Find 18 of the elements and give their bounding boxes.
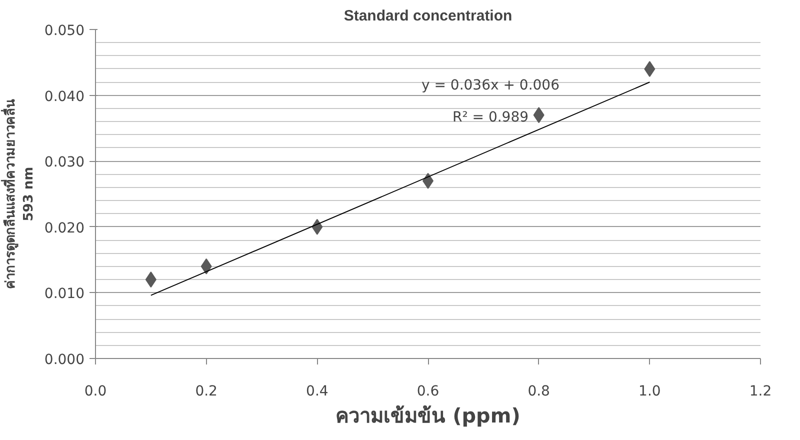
y-axis-title: ค่าการดูดกลืนแสงที่ความยาวคลื่น 593 nm — [0, 99, 36, 289]
x-tick-label: 0.8 — [528, 384, 550, 400]
x-axis-title: ความเข้มข้น (ppm) — [336, 404, 520, 428]
y-tick-label: 0.010 — [44, 286, 85, 302]
y-tick-label: 0.040 — [44, 88, 85, 105]
annotation: R² = 0.989 — [452, 110, 529, 126]
y-tick-label: 0.050 — [44, 23, 85, 39]
y-tick-label: 0.000 — [44, 352, 85, 368]
x-tick-label: 0.6 — [416, 384, 440, 400]
x-tick-label: 0.0 — [84, 384, 107, 400]
annotation: y = 0.036x + 0.006 — [422, 78, 560, 94]
x-tick-label: 0.2 — [195, 384, 218, 400]
x-tick-label: 1.2 — [749, 384, 772, 400]
chart-title: Standard concentration — [344, 8, 512, 24]
y-tick-label: 0.020 — [44, 220, 85, 236]
x-tick-label: 1.0 — [638, 384, 661, 400]
y-tick-label: 0.030 — [44, 154, 85, 171]
x-tick-label: 0.4 — [306, 384, 328, 400]
